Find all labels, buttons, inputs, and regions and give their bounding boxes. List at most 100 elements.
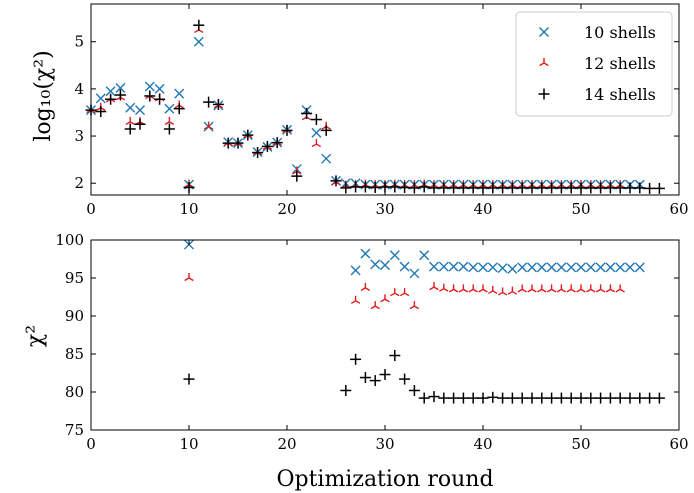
data-point bbox=[418, 392, 430, 404]
data-point bbox=[497, 182, 509, 194]
y-tick-label: 90 bbox=[65, 307, 84, 325]
data-point bbox=[369, 181, 381, 193]
data-point bbox=[576, 284, 586, 293]
x-tick-label: 10 bbox=[179, 435, 198, 453]
data-point bbox=[271, 137, 283, 149]
data-point bbox=[536, 392, 548, 404]
data-point bbox=[380, 260, 390, 271]
data-point bbox=[468, 284, 478, 293]
data-point bbox=[595, 392, 607, 404]
data-point bbox=[311, 127, 322, 138]
data-point bbox=[242, 129, 254, 141]
data-point bbox=[458, 284, 469, 293]
data-point bbox=[555, 182, 567, 194]
data-point bbox=[458, 261, 469, 272]
data-point bbox=[644, 182, 656, 194]
data-point bbox=[506, 182, 518, 194]
data-point bbox=[516, 182, 528, 194]
data-point bbox=[281, 124, 293, 136]
data-point bbox=[556, 284, 567, 293]
data-point bbox=[614, 392, 626, 404]
data-point bbox=[604, 392, 616, 404]
data-point bbox=[488, 285, 498, 295]
data-point bbox=[203, 121, 214, 130]
data-point bbox=[497, 287, 508, 296]
x-tick-label: 60 bbox=[669, 200, 688, 218]
series-14-shells bbox=[183, 350, 665, 404]
data-point bbox=[311, 139, 322, 148]
data-point bbox=[370, 301, 380, 310]
data-point bbox=[408, 384, 420, 396]
data-point bbox=[477, 392, 489, 404]
data-point bbox=[399, 288, 410, 297]
data-point bbox=[448, 284, 459, 293]
data-point bbox=[478, 262, 488, 273]
data-point bbox=[429, 261, 439, 272]
data-point bbox=[634, 392, 646, 404]
data-point bbox=[429, 282, 439, 291]
data-point bbox=[114, 89, 126, 101]
data-point bbox=[438, 261, 449, 272]
data-point bbox=[340, 182, 352, 194]
data-point bbox=[124, 123, 136, 135]
data-point bbox=[409, 301, 420, 310]
data-point bbox=[389, 350, 401, 362]
data-point bbox=[154, 93, 166, 105]
y-tick-label: 4 bbox=[74, 80, 84, 98]
data-point bbox=[576, 262, 586, 273]
data-point bbox=[389, 250, 400, 261]
data-point bbox=[390, 288, 400, 297]
data-point bbox=[360, 248, 371, 259]
data-point bbox=[526, 392, 538, 404]
data-point bbox=[350, 265, 361, 276]
data-point bbox=[585, 182, 597, 194]
data-point bbox=[487, 182, 499, 194]
legend-label: 10 shells bbox=[584, 23, 656, 42]
legend: 10 shells 12 shells 14 shells bbox=[515, 11, 673, 117]
bottom-y-axis-label: χ² bbox=[23, 325, 48, 347]
data-point bbox=[546, 262, 557, 273]
data-point bbox=[164, 116, 175, 126]
data-point bbox=[653, 392, 665, 404]
data-point bbox=[615, 284, 625, 293]
data-point bbox=[565, 392, 577, 404]
data-point bbox=[193, 19, 205, 31]
data-point bbox=[399, 261, 410, 272]
x-tick-label: 50 bbox=[571, 435, 590, 453]
y-tick-label: 100 bbox=[55, 231, 84, 249]
top-panel: 0 10 20 30 40 50 60 2 3 4 5 10 shells 12 shells 14 sh… bbox=[74, 3, 689, 218]
data-point bbox=[438, 182, 450, 194]
data-point bbox=[595, 262, 606, 273]
data-point bbox=[517, 262, 528, 273]
legend-marker bbox=[539, 58, 549, 67]
data-point bbox=[526, 182, 538, 194]
data-point bbox=[614, 182, 626, 194]
data-point bbox=[516, 392, 528, 404]
data-point bbox=[183, 373, 195, 385]
x-tick-label: 60 bbox=[669, 435, 688, 453]
data-point bbox=[585, 262, 596, 273]
data-point bbox=[527, 284, 537, 293]
y-tick-label: 85 bbox=[65, 345, 84, 363]
legend-marker bbox=[539, 27, 549, 37]
data-point bbox=[624, 392, 636, 404]
data-point bbox=[380, 294, 390, 303]
legend-label: 12 shells bbox=[584, 54, 656, 73]
data-point bbox=[350, 295, 361, 304]
x-tick-label: 0 bbox=[86, 435, 96, 453]
x-tick-label: 40 bbox=[473, 200, 492, 218]
data-point bbox=[321, 153, 332, 164]
data-point bbox=[144, 81, 155, 92]
data-point bbox=[369, 375, 381, 387]
data-point bbox=[487, 391, 499, 403]
data-point bbox=[125, 116, 135, 126]
data-point bbox=[203, 96, 215, 108]
x-tick-label: 20 bbox=[277, 435, 296, 453]
y-tick-label: 80 bbox=[65, 383, 84, 401]
data-point bbox=[135, 105, 145, 116]
data-point bbox=[457, 182, 469, 194]
data-point bbox=[184, 273, 194, 282]
bottom-x-axis-label: Optimization round bbox=[276, 467, 493, 492]
data-point bbox=[478, 284, 488, 293]
